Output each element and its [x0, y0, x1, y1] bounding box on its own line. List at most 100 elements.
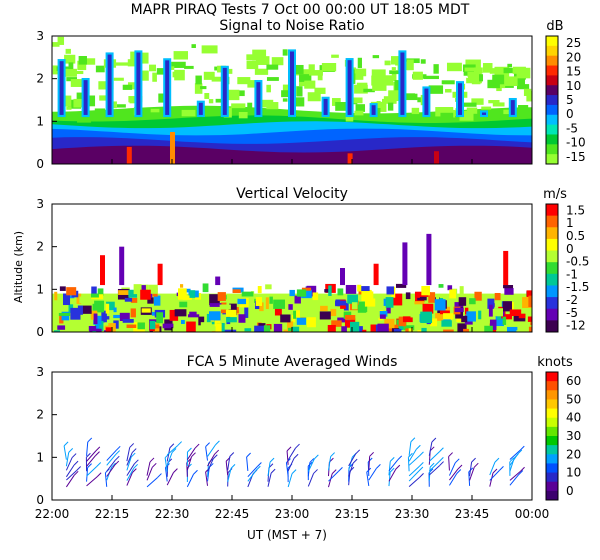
- wind-barb: [509, 453, 519, 466]
- colorbar-swatch: [546, 436, 558, 446]
- velocity-cell: [70, 307, 81, 320]
- wind-barb: [227, 468, 232, 483]
- velocity-cell: [428, 292, 436, 303]
- wind-barb: [348, 456, 353, 471]
- wind-barb: [407, 457, 410, 472]
- velocity-cell: [395, 283, 407, 288]
- velocity-cell: [393, 328, 402, 332]
- colorbar-swatch: [546, 308, 558, 321]
- velocity-cell: [481, 298, 492, 310]
- wind-barb: [469, 462, 473, 477]
- velocity-cell: [153, 324, 160, 329]
- velocity-cell: [97, 288, 104, 296]
- velocity-cell: [434, 299, 446, 311]
- snr-cell: [298, 81, 308, 87]
- snr-cell: [191, 44, 196, 48]
- y-tick-label: 0: [36, 493, 44, 507]
- wind-barb-flag: [229, 452, 235, 457]
- velocity-cell: [91, 286, 97, 297]
- colorbar-swatch: [546, 390, 558, 400]
- velocity-cell: [174, 309, 187, 317]
- colorbar-label: -0.5: [566, 255, 589, 269]
- velocity-cell: [350, 321, 360, 332]
- colorbar-swatch: [546, 45, 558, 57]
- velocity-cell: [244, 307, 249, 318]
- wind-barb-flag: [205, 442, 210, 448]
- colorbar-swatch: [546, 55, 558, 67]
- snr-cell: [504, 76, 518, 86]
- snr-cell: [150, 108, 160, 113]
- wind-barb-flag: [171, 448, 177, 453]
- wind-barb: [366, 472, 370, 487]
- velocity-cell: [487, 298, 495, 309]
- panel-title: Signal to Noise Ratio: [219, 18, 364, 34]
- velocity-cell: [221, 314, 227, 325]
- velocity-cell: [484, 325, 493, 332]
- wind-barb-flag: [214, 449, 220, 455]
- velocity-cell: [140, 289, 151, 300]
- velocity-cell: [410, 309, 415, 318]
- snr-cell: [282, 98, 288, 102]
- colorbar-unit: m/s: [543, 187, 567, 202]
- colorbar-swatch: [546, 204, 558, 217]
- velocity-cell: [237, 298, 247, 305]
- wind-barb-flag: [439, 447, 444, 453]
- velocity-cell: [370, 324, 376, 332]
- figure-title: MAPR PIRAQ Tests 7 Oct 00 00:00 UT 18:05…: [131, 2, 470, 18]
- snr-cell: [466, 107, 478, 114]
- wind-barb-flag: [389, 457, 395, 462]
- snr-cell: [237, 77, 251, 85]
- snr-cell: [331, 54, 339, 58]
- wind-barb-flag: [439, 457, 444, 462]
- snr-cell: [523, 88, 532, 96]
- snr-cell: [372, 55, 380, 59]
- colorbar-swatch: [546, 408, 558, 419]
- wind-barb-flag: [270, 468, 276, 474]
- wind-barb: [287, 447, 296, 461]
- velocity-streak: [426, 233, 432, 286]
- velocity-cell: [454, 302, 464, 311]
- wind-barb: [104, 472, 108, 487]
- colorbar-swatch: [546, 104, 558, 116]
- velocity-image: [52, 233, 532, 332]
- snr-cell: [411, 107, 420, 115]
- wind-barb: [65, 457, 73, 471]
- velocity-cell: [384, 318, 395, 329]
- velocity-cell: [435, 313, 444, 321]
- snr-cell: [388, 90, 400, 102]
- snr-plume-core: [59, 61, 64, 115]
- snr-cell: [420, 59, 426, 64]
- wind-barb-flag: [313, 469, 318, 474]
- snr-cell: [384, 60, 391, 66]
- snr-cell: [464, 67, 477, 72]
- wind-barb: [489, 472, 494, 487]
- wind-barb: [509, 449, 521, 460]
- colorbar-label: 10: [566, 466, 581, 480]
- snr-cell: [181, 109, 196, 117]
- velocity-cell: [351, 302, 358, 310]
- snr-cell: [471, 98, 484, 105]
- wind-barb-flag: [115, 450, 121, 455]
- wind-barb: [469, 467, 475, 481]
- velocity-cell: [424, 331, 428, 332]
- velocity-cell: [360, 286, 370, 292]
- velocity-cell: [113, 320, 119, 329]
- velocity-cell: [54, 291, 58, 301]
- wind-barb: [307, 458, 315, 472]
- colorbar-label: 0.5: [566, 229, 585, 243]
- colorbar-label: -5: [566, 121, 578, 135]
- snr-cell: [184, 65, 194, 69]
- velocity-cell: [526, 290, 532, 298]
- wind-barb-flag: [439, 461, 444, 466]
- velocity-cell: [101, 310, 107, 323]
- wind-barb: [509, 474, 520, 486]
- colorbar-swatch: [546, 372, 558, 382]
- colorbar-swatch: [546, 215, 558, 228]
- wind-barb: [328, 471, 339, 482]
- wind-barb: [207, 458, 214, 472]
- colorbar-label: 50: [566, 392, 581, 406]
- wind-barb-flag: [96, 462, 102, 467]
- wind-barb-flag: [177, 441, 183, 446]
- snr-cell: [404, 93, 418, 101]
- snr-cell: [204, 93, 210, 99]
